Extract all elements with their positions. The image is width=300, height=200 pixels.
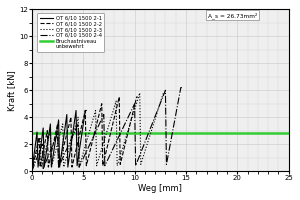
Legend: OT 6/10 1500 2-1, OT 6/10 1500 2-2, OT 6/10 1500 2-3, OT 6/10 1500 2-4, Bruchast: OT 6/10 1500 2-1, OT 6/10 1500 2-2, OT 6… xyxy=(37,13,104,52)
X-axis label: Weg [mm]: Weg [mm] xyxy=(138,184,182,193)
Y-axis label: Kraft [kN]: Kraft [kN] xyxy=(7,70,16,111)
Text: A_s = 26.73mm²: A_s = 26.73mm² xyxy=(208,12,257,19)
